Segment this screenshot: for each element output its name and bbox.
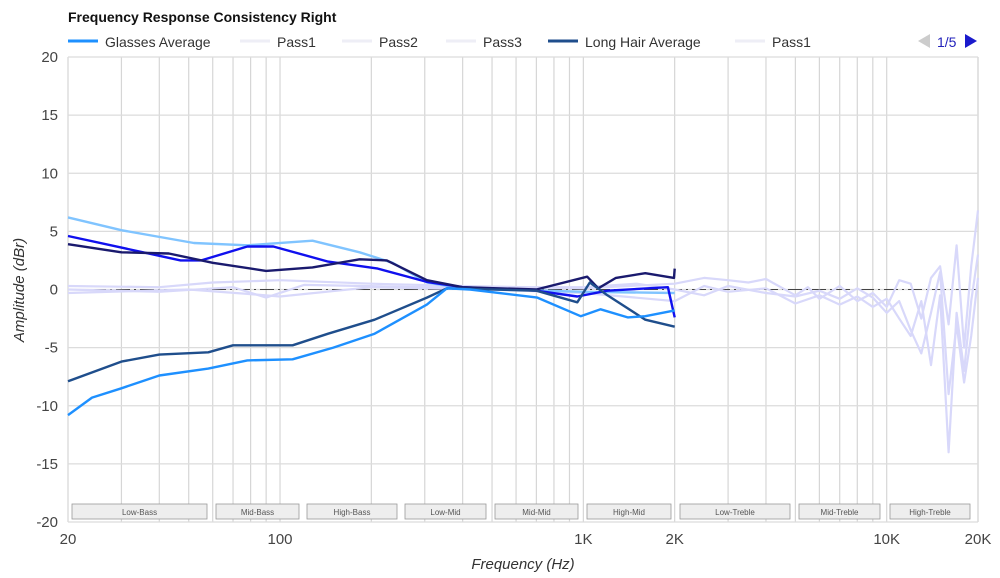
band-box (215, 503, 300, 520)
band-box (71, 503, 208, 520)
glasses-average-line (67, 287, 675, 417)
legend-item[interactable]: Pass3 (446, 34, 522, 50)
x-tick-label: 10K (873, 531, 900, 548)
band-label: Low-Bass (122, 508, 157, 517)
band-label: Mid-Bass (241, 508, 274, 517)
x-tick-label: 20K (965, 531, 992, 548)
band-box (889, 503, 971, 520)
band-label: High-Bass (334, 508, 371, 517)
band-box (404, 503, 487, 520)
band-label: Low-Mid (430, 508, 460, 517)
band-label: High-Treble (909, 508, 951, 517)
series-1-line (67, 210, 980, 349)
legend-item[interactable]: Pass1 (240, 34, 316, 50)
y-tick-label: -20 (36, 514, 58, 531)
chart-title: Frequency Response Consistency Right (68, 9, 337, 25)
y-tick-label: -15 (36, 456, 58, 473)
band-label: Mid-Treble (821, 508, 859, 517)
y-tick-label: 5 (50, 223, 58, 240)
long-hair-average-line (67, 281, 675, 383)
y-tick-label: 10 (41, 165, 58, 182)
y-axis-label: Amplitude (dBr) (11, 238, 28, 343)
legend-item[interactable]: Glasses Average (68, 34, 211, 50)
series-6-line (67, 243, 676, 291)
y-tick-label: 15 (41, 107, 58, 124)
frequency-bands: Low-Bass Mid-Bass High-Bass Low-Mid Mid-Mid H… (71, 503, 971, 520)
band-box (798, 503, 881, 520)
x-tick-label: 20 (60, 531, 77, 548)
band-box (306, 503, 398, 520)
x-axis-label: Frequency (Hz) (471, 556, 574, 573)
band-label: High-Mid (613, 508, 645, 517)
y-tick-label: 0 (50, 282, 58, 299)
band-label: Mid-Mid (522, 508, 550, 517)
y-tick-label: -10 (36, 398, 58, 415)
legend-pager: 1/5 (918, 34, 977, 50)
legend-label: Glasses Average (105, 34, 211, 50)
x-tick-label: 100 (268, 531, 293, 548)
legend-item[interactable]: Pass1 (735, 34, 811, 50)
legend-label: Pass2 (379, 34, 418, 50)
legend-item[interactable]: Long Hair Average (548, 34, 701, 50)
next-page-arrow-icon[interactable] (965, 34, 977, 48)
x-tick-label: 2K (665, 531, 683, 548)
series-3-line (67, 271, 980, 396)
band-box (679, 503, 791, 520)
band-label: Low-Treble (715, 508, 755, 517)
legend-label: Pass3 (483, 34, 522, 50)
legend-page-indicator: 1/5 (937, 34, 957, 50)
legend-label: Pass1 (277, 34, 316, 50)
x-tick-label: 1K (574, 531, 592, 548)
legend-label: Long Hair Average (585, 34, 701, 50)
legend: Glasses Average Pass1 Pass2 Pass3 Long Hair … (68, 34, 811, 50)
legend-label: Pass1 (772, 34, 811, 50)
y-tick-label: 20 (41, 49, 58, 66)
series-5-line (67, 234, 676, 318)
y-tick-label: -5 (45, 340, 58, 357)
band-box (494, 503, 579, 520)
prev-page-arrow-icon[interactable] (918, 34, 930, 48)
series-lines (67, 210, 980, 454)
band-box (586, 503, 672, 520)
legend-item[interactable]: Pass2 (342, 34, 418, 50)
